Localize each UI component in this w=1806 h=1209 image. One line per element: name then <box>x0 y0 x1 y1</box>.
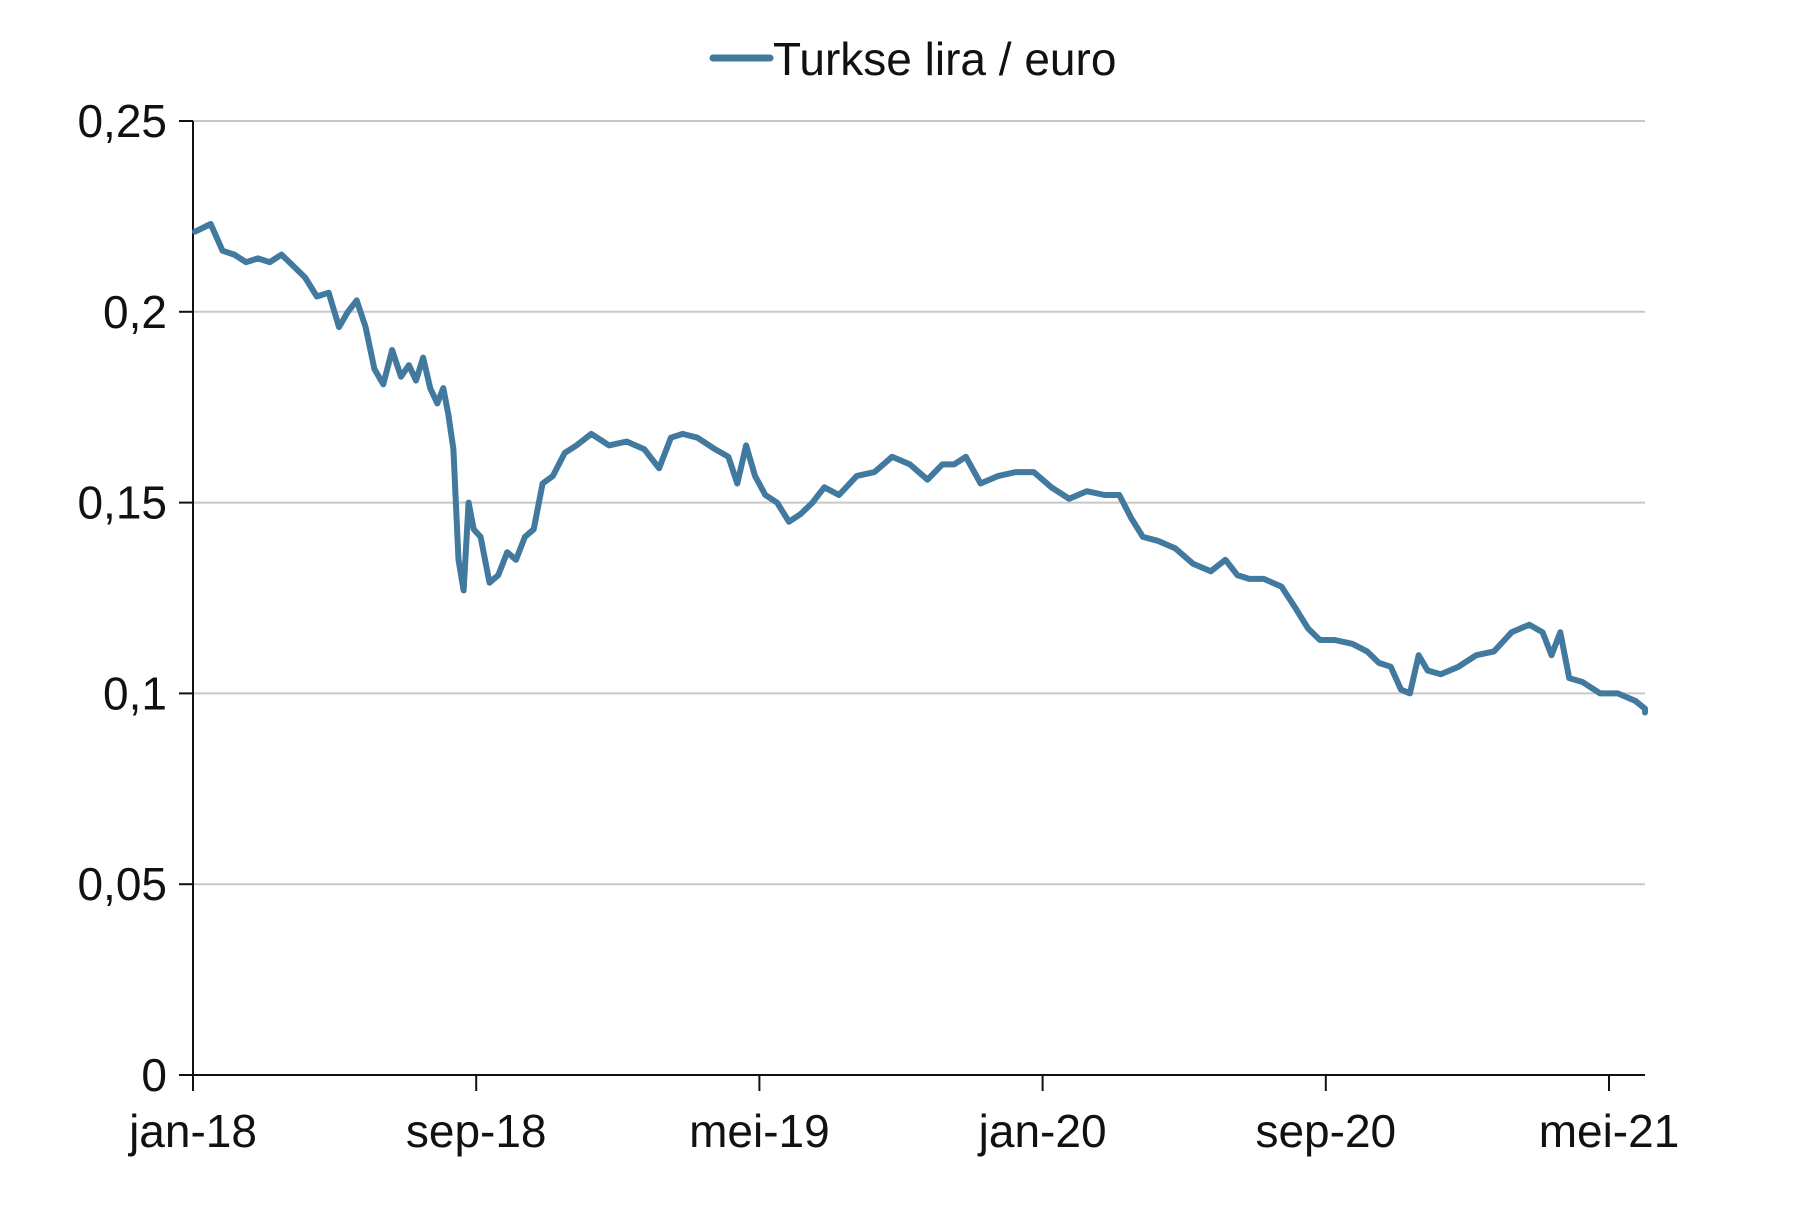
series-layer <box>192 221 1648 716</box>
y-tick-label: 0,25 <box>77 95 167 147</box>
x-tick-label: sep-18 <box>406 1105 547 1157</box>
x-tick-label: mei-19 <box>689 1105 830 1157</box>
series-line <box>192 221 1648 716</box>
y-tick-label: 0,1 <box>103 667 167 719</box>
legend-label: Turkse lira / euro <box>773 33 1116 85</box>
legend: Turkse lira / euro <box>709 33 1116 85</box>
y-tick-label: 0,2 <box>103 286 167 338</box>
y-tick-label: 0,05 <box>77 858 167 910</box>
y-tick-label: 0,15 <box>77 477 167 529</box>
x-tick-label: jan-20 <box>977 1105 1107 1157</box>
x-tick-label: mei-21 <box>1539 1105 1680 1157</box>
x-tick-label: sep-20 <box>1255 1105 1396 1157</box>
y-axis: 0 0,05 0,1 0,15 0,2 0,25 <box>77 95 194 1101</box>
gridlines <box>193 120 1645 886</box>
x-tick-label: jan-18 <box>127 1105 257 1157</box>
x-axis: jan-18 sep-18 mei-19 jan-20 sep-20 mei-21 <box>127 1074 1680 1157</box>
y-tick-label: 0 <box>141 1049 167 1101</box>
